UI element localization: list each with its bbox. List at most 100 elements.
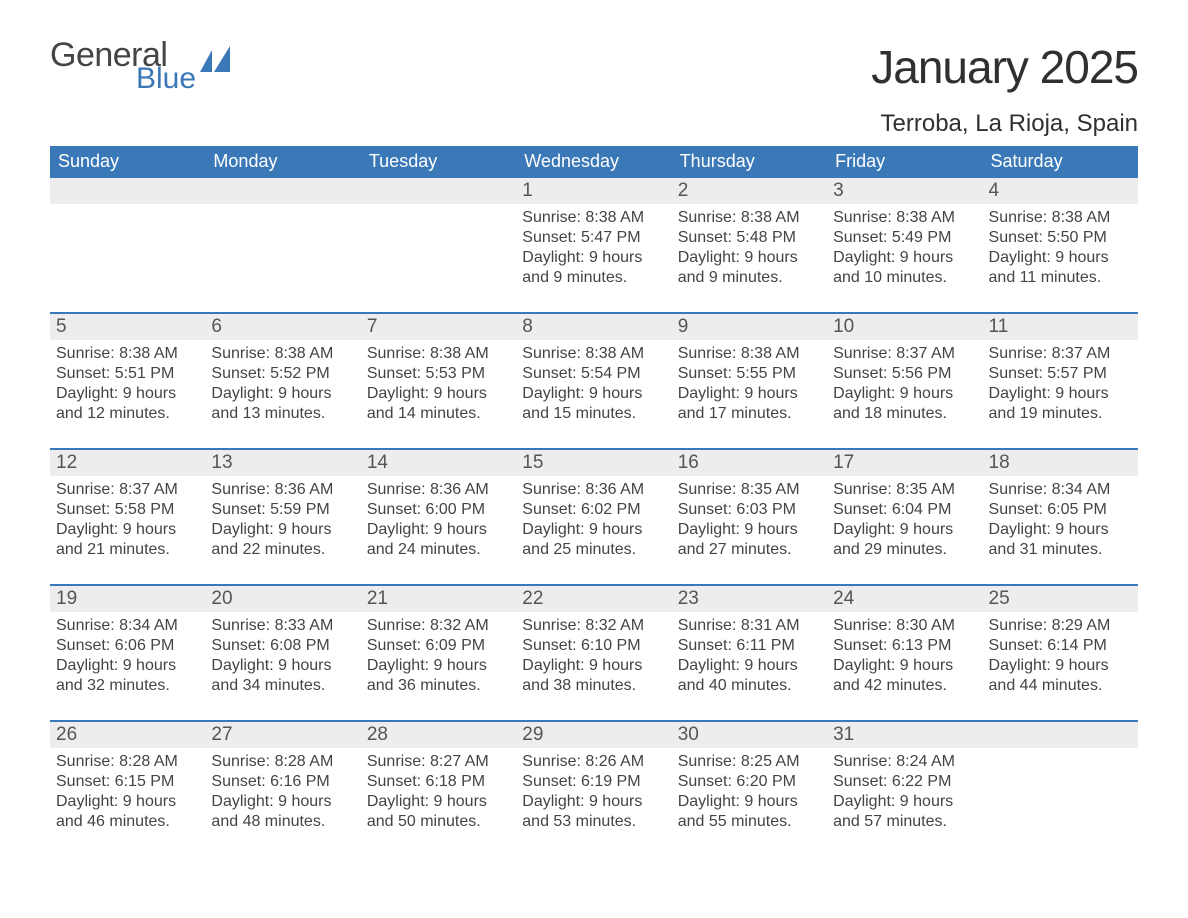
day-number: 24: [833, 588, 854, 609]
day-number-row: 4: [983, 178, 1138, 204]
sunrise-line: Sunrise: 8:38 AM: [522, 344, 665, 364]
logo: General Blue: [50, 40, 240, 92]
sunset-line: Sunset: 5:57 PM: [989, 364, 1132, 384]
day-details: Sunrise: 8:38 AMSunset: 5:55 PMDaylight:…: [672, 340, 827, 426]
daylight-line: Daylight: 9 hours and 36 minutes.: [367, 656, 510, 696]
day-details: Sunrise: 8:34 AMSunset: 6:05 PMDaylight:…: [983, 476, 1138, 562]
day-number-row: 18: [983, 450, 1138, 476]
calendar-day: [361, 178, 516, 290]
calendar-day: [205, 178, 360, 290]
sunset-line: Sunset: 6:15 PM: [56, 772, 199, 792]
daylight-line: Daylight: 9 hours and 32 minutes.: [56, 656, 199, 696]
daylight-line: Daylight: 9 hours and 17 minutes.: [678, 384, 821, 424]
calendar-day: 14 Sunrise: 8:36 AMSunset: 6:00 PMDayligh…: [361, 450, 516, 562]
day-number: 27: [211, 724, 232, 745]
calendar-day: 18 Sunrise: 8:34 AMSunset: 6:05 PMDayligh…: [983, 450, 1138, 562]
calendar-week: 19Sunrise: 8:34 AMSunset: 6:06 PMDayligh…: [50, 584, 1138, 698]
sunrise-line: Sunrise: 8:28 AM: [211, 752, 354, 772]
sunrise-line: Sunrise: 8:38 AM: [522, 208, 665, 228]
day-details: Sunrise: 8:38 AMSunset: 5:54 PMDaylight:…: [516, 340, 671, 426]
page-title: January 2025: [871, 40, 1138, 94]
day-details: Sunrise: 8:34 AMSunset: 6:06 PMDaylight:…: [50, 612, 205, 698]
day-number-row: 25: [983, 586, 1138, 612]
logo-flag-icon: [200, 46, 240, 77]
day-number-row: 28: [361, 722, 516, 748]
daylight-line: Daylight: 9 hours and 12 minutes.: [56, 384, 199, 424]
sunset-line: Sunset: 5:52 PM: [211, 364, 354, 384]
day-number-row: 9: [672, 314, 827, 340]
day-number-row: 21: [361, 586, 516, 612]
day-number-row: 20: [205, 586, 360, 612]
day-number: 30: [678, 724, 699, 745]
day-number: 1: [522, 180, 533, 201]
daylight-line: Daylight: 9 hours and 19 minutes.: [989, 384, 1132, 424]
sunset-line: Sunset: 6:04 PM: [833, 500, 976, 520]
day-number: 21: [367, 588, 388, 609]
sunset-line: Sunset: 5:54 PM: [522, 364, 665, 384]
sunrise-line: Sunrise: 8:27 AM: [367, 752, 510, 772]
daylight-line: Daylight: 9 hours and 34 minutes.: [211, 656, 354, 696]
day-details: Sunrise: 8:36 AMSunset: 6:02 PMDaylight:…: [516, 476, 671, 562]
sunrise-line: Sunrise: 8:24 AM: [833, 752, 976, 772]
calendar-day: 8Sunrise: 8:38 AMSunset: 5:54 PMDaylight…: [516, 314, 671, 426]
day-details: Sunrise: 8:32 AMSunset: 6:10 PMDaylight:…: [516, 612, 671, 698]
day-details: Sunrise: 8:29 AMSunset: 6:14 PMDaylight:…: [983, 612, 1138, 698]
day-number-row: 14: [361, 450, 516, 476]
day-details: Sunrise: 8:28 AMSunset: 6:16 PMDaylight:…: [205, 748, 360, 834]
daylight-line: Daylight: 9 hours and 40 minutes.: [678, 656, 821, 696]
daylight-line: Daylight: 9 hours and 55 minutes.: [678, 792, 821, 832]
sunrise-line: Sunrise: 8:34 AM: [56, 616, 199, 636]
day-details: Sunrise: 8:38 AMSunset: 5:52 PMDaylight:…: [205, 340, 360, 426]
day-number: 26: [56, 724, 77, 745]
daylight-line: Daylight: 9 hours and 21 minutes.: [56, 520, 199, 560]
sunrise-line: Sunrise: 8:28 AM: [56, 752, 199, 772]
calendar-day: 20Sunrise: 8:33 AMSunset: 6:08 PMDayligh…: [205, 586, 360, 698]
weekday-header: Sunday: [50, 146, 205, 178]
sunset-line: Sunset: 6:09 PM: [367, 636, 510, 656]
day-details: Sunrise: 8:26 AMSunset: 6:19 PMDaylight:…: [516, 748, 671, 834]
weekday-header-row: SundayMondayTuesdayWednesdayThursdayFrid…: [50, 146, 1138, 178]
day-details: Sunrise: 8:35 AMSunset: 6:03 PMDaylight:…: [672, 476, 827, 562]
sunrise-line: Sunrise: 8:37 AM: [833, 344, 976, 364]
sunrise-line: Sunrise: 8:31 AM: [678, 616, 821, 636]
sunrise-line: Sunrise: 8:37 AM: [56, 480, 199, 500]
day-details: Sunrise: 8:24 AMSunset: 6:22 PMDaylight:…: [827, 748, 982, 834]
daylight-line: Daylight: 9 hours and 50 minutes.: [367, 792, 510, 832]
calendar-day: 12Sunrise: 8:37 AMSunset: 5:58 PMDayligh…: [50, 450, 205, 562]
weekday-header: Tuesday: [361, 146, 516, 178]
daylight-line: Daylight: 9 hours and 44 minutes.: [989, 656, 1132, 696]
daylight-line: Daylight: 9 hours and 29 minutes.: [833, 520, 976, 560]
day-number-row: 17: [827, 450, 982, 476]
calendar-day: 23Sunrise: 8:31 AMSunset: 6:11 PMDayligh…: [672, 586, 827, 698]
title-block: January 2025 Terroba, La Rioja, Spain: [871, 40, 1138, 138]
sunset-line: Sunset: 6:02 PM: [522, 500, 665, 520]
day-number: 9: [678, 316, 689, 337]
day-details: Sunrise: 8:37 AMSunset: 5:57 PMDaylight:…: [983, 340, 1138, 426]
day-number-row: 27: [205, 722, 360, 748]
day-number-row: 29: [516, 722, 671, 748]
day-number-row: 6: [205, 314, 360, 340]
day-number: 18: [989, 452, 1010, 473]
sunset-line: Sunset: 6:11 PM: [678, 636, 821, 656]
day-details: Sunrise: 8:31 AMSunset: 6:11 PMDaylight:…: [672, 612, 827, 698]
day-number: 14: [367, 452, 388, 473]
weekday-header: Friday: [827, 146, 982, 178]
sunset-line: Sunset: 6:00 PM: [367, 500, 510, 520]
calendar-day: 15 Sunrise: 8:36 AMSunset: 6:02 PMDayligh…: [516, 450, 671, 562]
day-number: 15: [522, 452, 543, 473]
sunset-line: Sunset: 6:18 PM: [367, 772, 510, 792]
sunset-line: Sunset: 5:47 PM: [522, 228, 665, 248]
day-details: Sunrise: 8:38 AMSunset: 5:53 PMDaylight:…: [361, 340, 516, 426]
sunset-line: Sunset: 6:13 PM: [833, 636, 976, 656]
daylight-line: Daylight: 9 hours and 15 minutes.: [522, 384, 665, 424]
weekday-header: Thursday: [672, 146, 827, 178]
day-number-row: 1: [516, 178, 671, 204]
calendar-week: 5Sunrise: 8:38 AMSunset: 5:51 PMDaylight…: [50, 312, 1138, 426]
day-number-row: 22: [516, 586, 671, 612]
logo-text: General Blue: [50, 40, 196, 92]
calendar: SundayMondayTuesdayWednesdayThursdayFrid…: [50, 146, 1138, 834]
day-number-row: 3: [827, 178, 982, 204]
daylight-line: Daylight: 9 hours and 11 minutes.: [989, 248, 1132, 288]
day-details: Sunrise: 8:36 AMSunset: 6:00 PMDaylight:…: [361, 476, 516, 562]
calendar-day: 31Sunrise: 8:24 AMSunset: 6:22 PMDayligh…: [827, 722, 982, 834]
